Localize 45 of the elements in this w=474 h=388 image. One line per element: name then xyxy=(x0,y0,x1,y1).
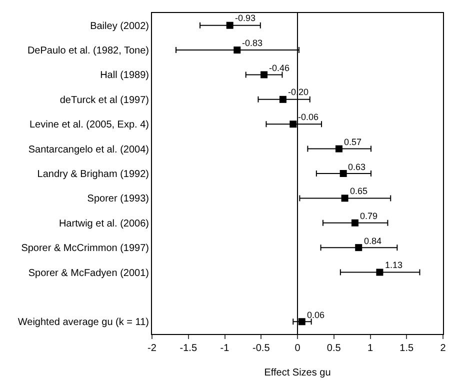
data-label: 0.65 xyxy=(350,186,368,196)
data-label: 0.57 xyxy=(344,137,362,147)
x-tick-label: -1 xyxy=(220,343,230,354)
y-tick-label: Sporer & McCrimmon (1997) xyxy=(21,243,149,254)
point xyxy=(341,194,348,202)
y-tick-label: Sporer & McFadyen (2001) xyxy=(28,268,149,279)
point xyxy=(376,268,384,276)
data-label: 1.13 xyxy=(385,260,403,270)
point xyxy=(260,71,268,78)
y-tick-label: deTurck et al (1997) xyxy=(60,94,149,106)
x-tick-label: 0 xyxy=(294,343,301,354)
x-tick-label: 2 xyxy=(440,343,446,354)
data-label: -0.06 xyxy=(298,112,319,122)
y-tick-label: Weighted average gu (k = 11) xyxy=(18,317,149,328)
data-label: 0.84 xyxy=(364,236,382,246)
data-label: 0.06 xyxy=(307,310,325,320)
y-tick-label: Bailey (2002) xyxy=(90,20,149,32)
x-tick-label: 0.5 xyxy=(326,343,342,354)
point xyxy=(290,120,297,128)
data-label: -0.83 xyxy=(242,38,263,48)
x-tick-label: -2 xyxy=(148,343,157,354)
x-tick-label: 1.5 xyxy=(400,343,414,354)
x-axis-title: Effect Sizes gu xyxy=(264,368,331,378)
x-tick-label: -0.5 xyxy=(252,343,270,354)
y-tick-label: Santarcangelo et al. (2004) xyxy=(28,144,149,156)
y-tick-label: Hall (1989) xyxy=(100,70,149,82)
point xyxy=(355,244,362,252)
y-tick-label: Hartwig et al. (2006) xyxy=(58,218,149,230)
point xyxy=(279,96,286,103)
y-tick-label: Levine et al. (2005, Exp. 4) xyxy=(29,120,149,131)
data-label: -0.93 xyxy=(235,13,256,23)
point xyxy=(335,145,342,152)
point xyxy=(340,170,347,177)
point xyxy=(234,46,241,54)
data-label: 0.63 xyxy=(348,162,366,172)
data-label: -0.46 xyxy=(269,63,290,73)
y-tick-label: Landry & Brigham (1992) xyxy=(37,169,149,180)
data-label: 0.79 xyxy=(360,211,378,221)
point xyxy=(226,22,234,29)
x-tick-label: -1.5 xyxy=(180,343,198,354)
x-tick-label: 1 xyxy=(367,343,374,354)
y-tick-label: Sporer (1993) xyxy=(87,194,149,205)
point xyxy=(298,318,306,326)
point xyxy=(351,219,358,226)
y-tick-label: DePaulo et al. (1982, Tone) xyxy=(27,46,149,57)
